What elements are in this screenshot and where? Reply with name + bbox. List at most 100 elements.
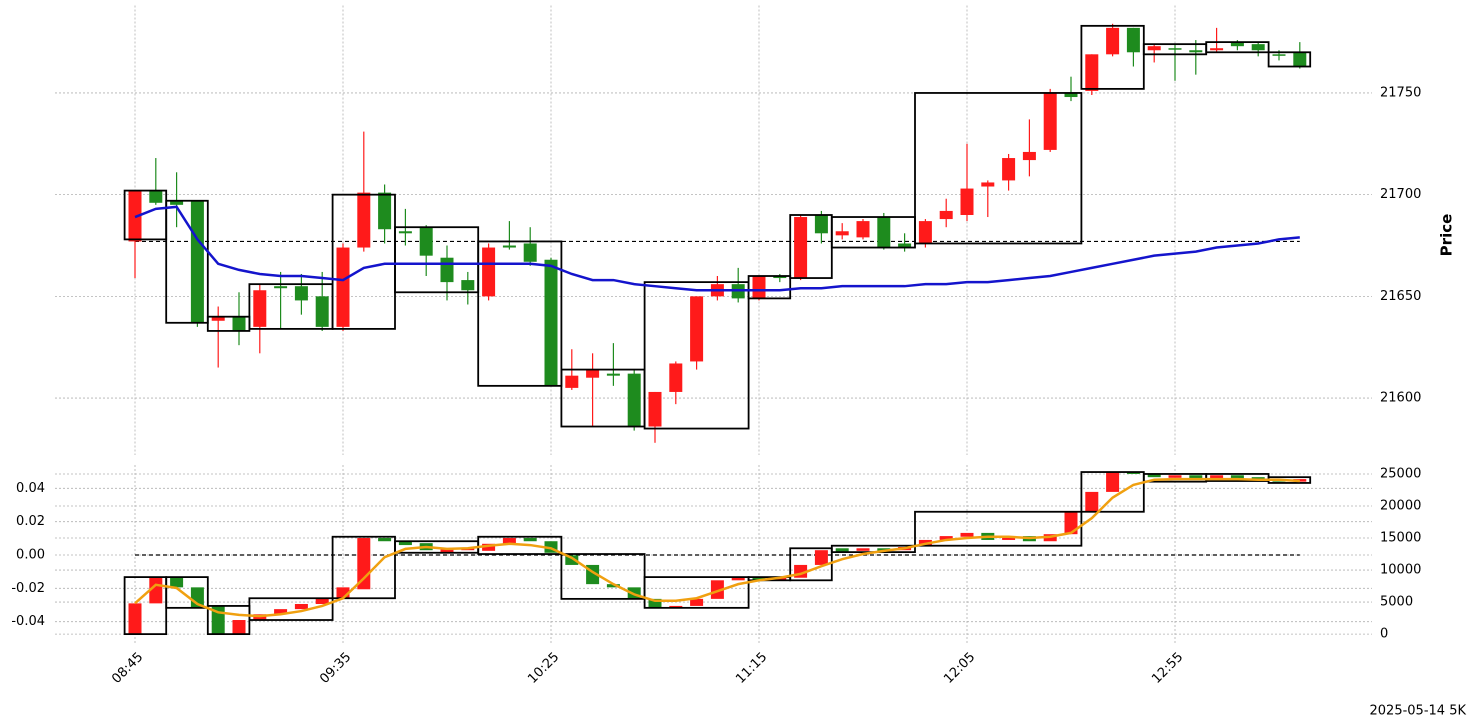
candle-body (835, 548, 849, 553)
candle-body (814, 550, 828, 565)
candle-body (835, 231, 849, 236)
y-tick-label: -0.04 (11, 614, 45, 629)
y-tick-label: 0.00 (16, 548, 45, 563)
candle-body (419, 227, 433, 256)
range-box (643, 576, 750, 609)
candle-body (1168, 475, 1182, 478)
candle-body (606, 373, 620, 376)
y-tick-label: 15000 (1380, 531, 1421, 546)
candle-body (502, 245, 516, 248)
range-box (1267, 51, 1312, 68)
candle-body (253, 290, 267, 327)
candle-body (981, 182, 995, 187)
candle-body (523, 538, 537, 542)
candle-body (274, 609, 288, 615)
candle-body (1085, 54, 1099, 91)
candle-body (190, 200, 204, 323)
range-box (747, 275, 792, 300)
candle-body (960, 532, 974, 537)
candle-body (1230, 42, 1244, 47)
candle-body (502, 538, 516, 544)
x-tick-label: 12:55 (1149, 650, 1186, 687)
y-tick-label: 21600 (1380, 391, 1421, 406)
candle-body (232, 620, 246, 635)
candle-body (710, 580, 724, 599)
candle-body (1189, 475, 1203, 479)
y-tick-label: 21650 (1380, 289, 1421, 304)
candle-body (690, 296, 704, 362)
candle-body (1022, 151, 1036, 161)
x-tick-label: 08:45 (109, 650, 146, 687)
y-axis-label: Price (1438, 214, 1456, 257)
candle-body (128, 603, 142, 635)
y-tick-label: 0.04 (16, 481, 45, 496)
candle-body (170, 200, 184, 205)
candle-body (1272, 54, 1286, 56)
candle-body (627, 373, 641, 427)
candle-body (565, 375, 579, 388)
y-tick-label: -0.02 (11, 581, 45, 596)
y-tick-label: 21700 (1380, 187, 1421, 202)
range-box (331, 535, 396, 600)
x-tick-label: 11:15 (733, 650, 770, 687)
candle-body (1293, 52, 1307, 67)
candle-body (482, 543, 496, 551)
candle-body (1064, 511, 1078, 535)
candle-body (357, 192, 371, 248)
range-box (248, 597, 334, 621)
candle-body (877, 548, 891, 551)
range-box (477, 535, 563, 555)
candle-body (648, 391, 662, 427)
candle-body (274, 286, 288, 289)
candle-body (1230, 475, 1244, 480)
average-line (134, 205, 1300, 292)
candle-body (1210, 48, 1224, 51)
y-tick-label: 21750 (1380, 85, 1421, 100)
range-box (1080, 24, 1145, 90)
candle-body (1168, 48, 1182, 50)
footer: 2025-05-14 5K (1370, 704, 1467, 719)
candle-body (1002, 536, 1016, 540)
candle-body (794, 217, 808, 279)
candle-body (398, 231, 412, 234)
candle-body (315, 598, 329, 605)
candle-body (565, 555, 579, 565)
candle-body (898, 243, 912, 248)
candle-body (1126, 27, 1140, 53)
range-box (914, 510, 1083, 547)
candle-body (773, 276, 787, 279)
candle-body (690, 598, 704, 606)
candle-body (315, 296, 329, 327)
candle-body (1251, 44, 1265, 51)
candle-body (544, 259, 558, 386)
candle-body (1126, 472, 1140, 474)
range-box (1080, 471, 1145, 513)
candle-body (378, 192, 392, 230)
candle-body (731, 577, 745, 581)
candle-body (814, 214, 828, 234)
candle-body (1147, 473, 1161, 478)
candle-body (1147, 46, 1161, 51)
average-line (134, 477, 1300, 618)
candle-body (544, 541, 558, 553)
candle-body (149, 190, 163, 203)
candle-body (482, 247, 496, 297)
y-tick-label: 25000 (1380, 466, 1421, 481)
range-box (1205, 41, 1270, 54)
y-tick-label: 0.02 (16, 514, 45, 529)
candle-body (1210, 475, 1224, 479)
candle-body (960, 188, 974, 215)
candle-body (170, 577, 184, 588)
y-tick-label: 0 (1380, 627, 1388, 642)
candle-body (1106, 27, 1120, 55)
x-tick-label: 12:05 (941, 650, 978, 687)
candle-body (1189, 50, 1203, 53)
candle-body (440, 257, 454, 283)
candle-body (1085, 491, 1099, 512)
candle-body (606, 584, 620, 588)
candle-body (294, 286, 308, 301)
candle-body (939, 536, 953, 540)
candle-body (856, 548, 870, 551)
y-tick-label: 10000 (1380, 563, 1421, 578)
